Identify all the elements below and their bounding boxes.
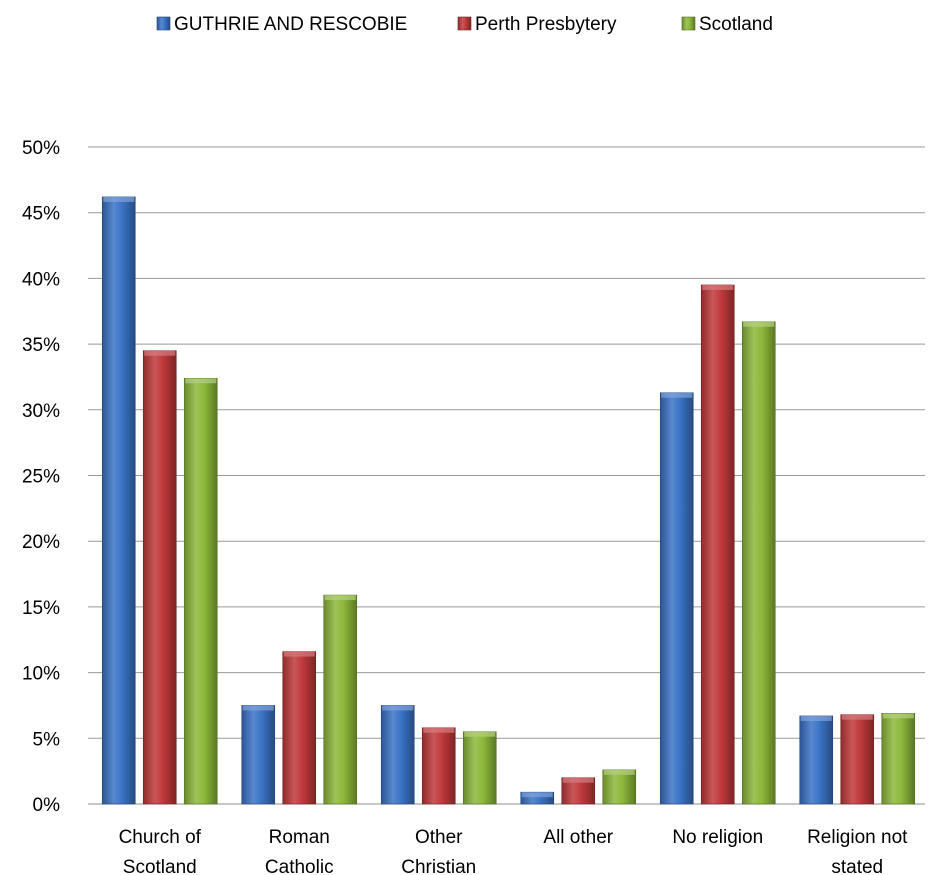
y-tick-label: 25% <box>22 467 60 488</box>
bar-perth-presbytery <box>142 350 177 805</box>
bar-top-highlight <box>882 713 914 719</box>
y-axis: 0% 5% 10% 15% 20% 25% 30% 35% 40% 45% 50% <box>22 138 60 816</box>
legend-label: Perth Presbytery <box>475 14 617 35</box>
bar-scotland <box>741 321 776 805</box>
x-tick-label: All other <box>543 827 613 848</box>
bar-guthrie-and-rescobie <box>799 715 834 805</box>
bar-top-highlight <box>103 196 135 202</box>
bar-top-highlight <box>464 731 496 737</box>
y-tick-label: 10% <box>22 664 60 685</box>
x-tick-label: Roman <box>269 827 330 848</box>
legend-swatch <box>681 16 696 31</box>
x-tick-label: Religion not <box>807 827 908 848</box>
bar-top-highlight <box>562 777 594 783</box>
y-tick-label: 20% <box>22 532 60 553</box>
legend-label: Scotland <box>699 14 773 35</box>
bar-perth-presbytery <box>840 714 875 805</box>
bar-scotland <box>602 769 637 805</box>
bar-scotland <box>462 731 497 805</box>
legend-swatch <box>457 16 472 31</box>
bar-scotland <box>183 377 218 805</box>
y-tick-label: 45% <box>22 204 60 225</box>
y-tick-label: 30% <box>22 401 60 422</box>
bar-top-highlight <box>242 705 274 711</box>
bar-top-highlight <box>800 715 832 721</box>
x-tick-label: stated <box>831 857 883 875</box>
bar-top-highlight <box>324 595 356 601</box>
y-tick-label: 40% <box>22 269 60 290</box>
bar-guthrie-and-rescobie <box>101 196 136 805</box>
bar-perth-presbytery <box>421 727 456 805</box>
bar-scotland <box>323 594 358 805</box>
bar-guthrie-and-rescobie <box>241 705 276 805</box>
bar-top-highlight <box>521 792 553 798</box>
bar-top-highlight <box>283 651 315 657</box>
x-tick-label: Catholic <box>265 857 334 875</box>
bars <box>101 196 916 805</box>
y-tick-label: 5% <box>33 729 61 750</box>
x-tick-label: Scotland <box>123 857 197 875</box>
bar-guthrie-and-rescobie <box>659 392 694 805</box>
x-tick-label: Church of <box>119 827 202 848</box>
bar-top-highlight <box>603 769 635 775</box>
y-tick-label: 50% <box>22 138 60 159</box>
bar-top-highlight <box>185 378 217 384</box>
x-tick-label: Other <box>415 827 463 848</box>
bar-perth-presbytery <box>282 651 317 805</box>
bar-top-highlight <box>661 392 693 398</box>
bar-perth-presbytery <box>700 284 735 805</box>
gridlines <box>88 146 925 805</box>
bar-top-highlight <box>702 284 734 290</box>
y-tick-label: 15% <box>22 598 60 619</box>
bar-top-highlight <box>841 714 873 720</box>
y-tick-label: 35% <box>22 335 60 356</box>
x-axis: Church of Scotland Roman Catholic Other Chris… <box>119 827 909 875</box>
bar-top-highlight <box>382 705 414 711</box>
x-tick-label: Christian <box>401 857 476 875</box>
bar-guthrie-and-rescobie <box>380 705 415 805</box>
x-tick-label: No religion <box>672 827 763 848</box>
legend: GUTHRIE AND RESCOBIE Perth Presbytery Scot… <box>156 14 773 35</box>
bar-top-highlight <box>423 727 455 733</box>
y-tick-label: 0% <box>33 795 61 816</box>
bar-top-highlight <box>743 321 775 327</box>
legend-swatch <box>156 16 171 31</box>
bar-scotland <box>881 713 916 805</box>
bar-top-highlight <box>144 350 176 356</box>
legend-label: GUTHRIE AND RESCOBIE <box>174 14 407 35</box>
